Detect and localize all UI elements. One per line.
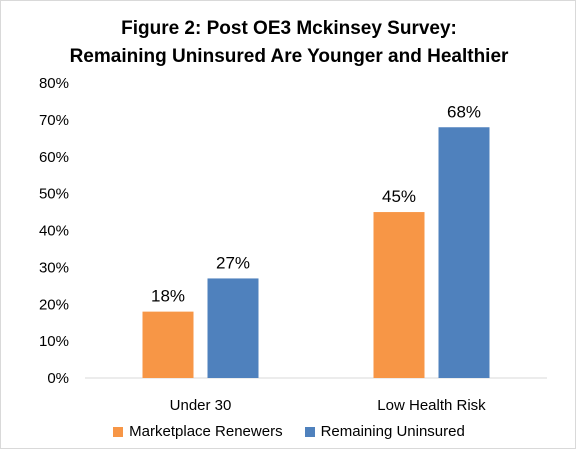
chart-title-line1: Figure 2: Post OE3 Mckinsey Survey: [121,18,457,39]
y-tick-label: 70% [39,112,69,129]
legend-swatch-series-1 [113,426,124,437]
legend-item-series-1: Marketplace Renewers [113,423,283,440]
x-category-label: Low Health Risk [377,397,486,414]
y-tick-label: 10% [39,333,69,350]
y-tick-label: 80% [39,75,69,92]
y-tick-label: 50% [39,186,69,203]
legend-label-series-2: Remaining Uninsured [320,423,465,440]
bar-series-1-1 [142,311,194,378]
legend-label-series-1: Marketplace Renewers [129,423,283,440]
y-tick-label: 40% [39,223,69,240]
x-category-label: Under 30 [170,397,232,414]
legend-swatch-series-2 [304,426,315,437]
data-label: 18% [151,287,185,306]
data-label: 27% [216,253,250,272]
bar-series-2-1 [207,278,259,378]
y-tick-label: 60% [39,149,69,166]
bar-series-2-2 [438,127,490,378]
chart-legend: Marketplace Renewers Remaining Uninsured [1,423,576,440]
y-tick-label: 30% [39,259,69,276]
y-tick-label: 20% [39,296,69,313]
data-label: 45% [382,187,416,206]
data-label: 68% [447,102,481,121]
chart-title-line2: Remaining Uninsured Are Younger and Heal… [69,46,509,67]
bar-series-1-2 [373,212,425,378]
legend-item-series-2: Remaining Uninsured [304,423,465,440]
y-tick-label: 0% [47,370,69,387]
